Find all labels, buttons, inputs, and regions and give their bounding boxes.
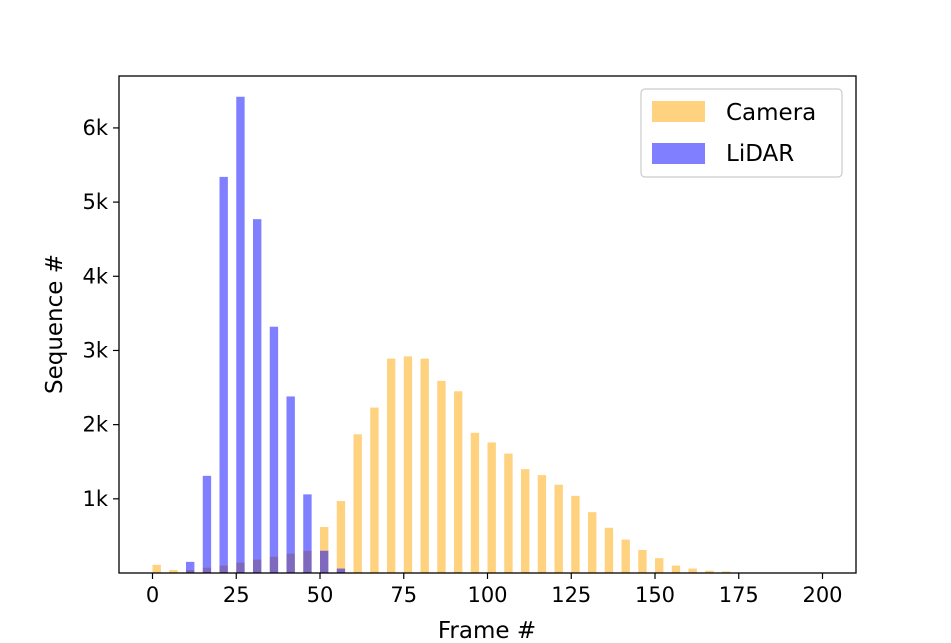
x-axis-ticks: 0 25 50 75 100 125 150 175 200 — [146, 573, 843, 607]
y-tick-label: 4k — [82, 264, 108, 288]
lidar-bar — [336, 568, 346, 573]
camera-bar — [655, 558, 664, 573]
lidar-bar — [236, 96, 245, 574]
lidar-bar — [303, 494, 312, 573]
camera-bar — [688, 568, 697, 573]
camera-bar — [604, 527, 614, 573]
lidar-bar — [253, 219, 262, 574]
y-axis-title: Sequence # — [42, 254, 68, 394]
lidar-bar — [269, 326, 279, 573]
camera-bar — [504, 453, 513, 573]
camera-bar — [370, 407, 379, 573]
camera-bar — [554, 484, 563, 573]
camera-bar — [487, 442, 496, 573]
lidar-bar — [202, 475, 212, 573]
x-axis-title: Frame # — [438, 618, 536, 643]
x-tick-label: 175 — [719, 583, 759, 607]
x-tick-label: 200 — [802, 583, 842, 607]
y-tick-label: 5k — [82, 190, 108, 214]
x-tick-label: 100 — [467, 583, 507, 607]
camera-bar — [705, 570, 714, 573]
lidar-bar — [186, 561, 195, 573]
camera-bar — [403, 356, 413, 573]
camera-bar — [152, 564, 161, 573]
camera-bar — [353, 434, 362, 573]
camera-bar — [571, 495, 580, 573]
lidar-bar — [219, 176, 228, 573]
camera-bar — [387, 358, 396, 573]
camera-bar — [638, 550, 647, 573]
camera-bar — [722, 571, 731, 573]
x-tick-label: 50 — [307, 583, 334, 607]
x-tick-label: 0 — [146, 583, 159, 607]
lidar-bar — [286, 396, 295, 573]
camera-bar — [336, 501, 346, 573]
lidar-bar — [320, 550, 329, 573]
camera-bar — [537, 475, 547, 573]
legend-label-camera: Camera — [726, 100, 816, 126]
y-tick-label: 1k — [82, 487, 108, 511]
y-axis-ticks: 1k 2k 3k 4k 5k 6k — [82, 116, 119, 511]
camera-bar — [420, 358, 429, 573]
x-tick-label: 25 — [223, 583, 250, 607]
camera-bar — [671, 565, 681, 573]
y-tick-label: 6k — [82, 116, 108, 140]
legend-swatch-lidar — [652, 143, 705, 164]
camera-bar — [320, 527, 329, 573]
x-tick-label: 75 — [390, 583, 417, 607]
y-tick-label: 2k — [82, 413, 108, 437]
camera-bar — [621, 539, 630, 573]
x-tick-label: 125 — [551, 583, 591, 607]
camera-bar — [521, 469, 530, 573]
camera-bar — [470, 432, 480, 573]
legend: Camera LiDAR — [640, 88, 843, 178]
camera-bar — [454, 391, 463, 573]
legend-label-lidar: LiDAR — [726, 141, 794, 167]
legend-swatch-camera — [652, 101, 705, 122]
y-tick-label: 3k — [82, 338, 108, 362]
x-tick-label: 150 — [635, 583, 675, 607]
camera-bar — [588, 512, 597, 573]
camera-bar — [437, 380, 446, 573]
bars-layer — [152, 96, 731, 574]
camera-bar — [169, 570, 178, 573]
